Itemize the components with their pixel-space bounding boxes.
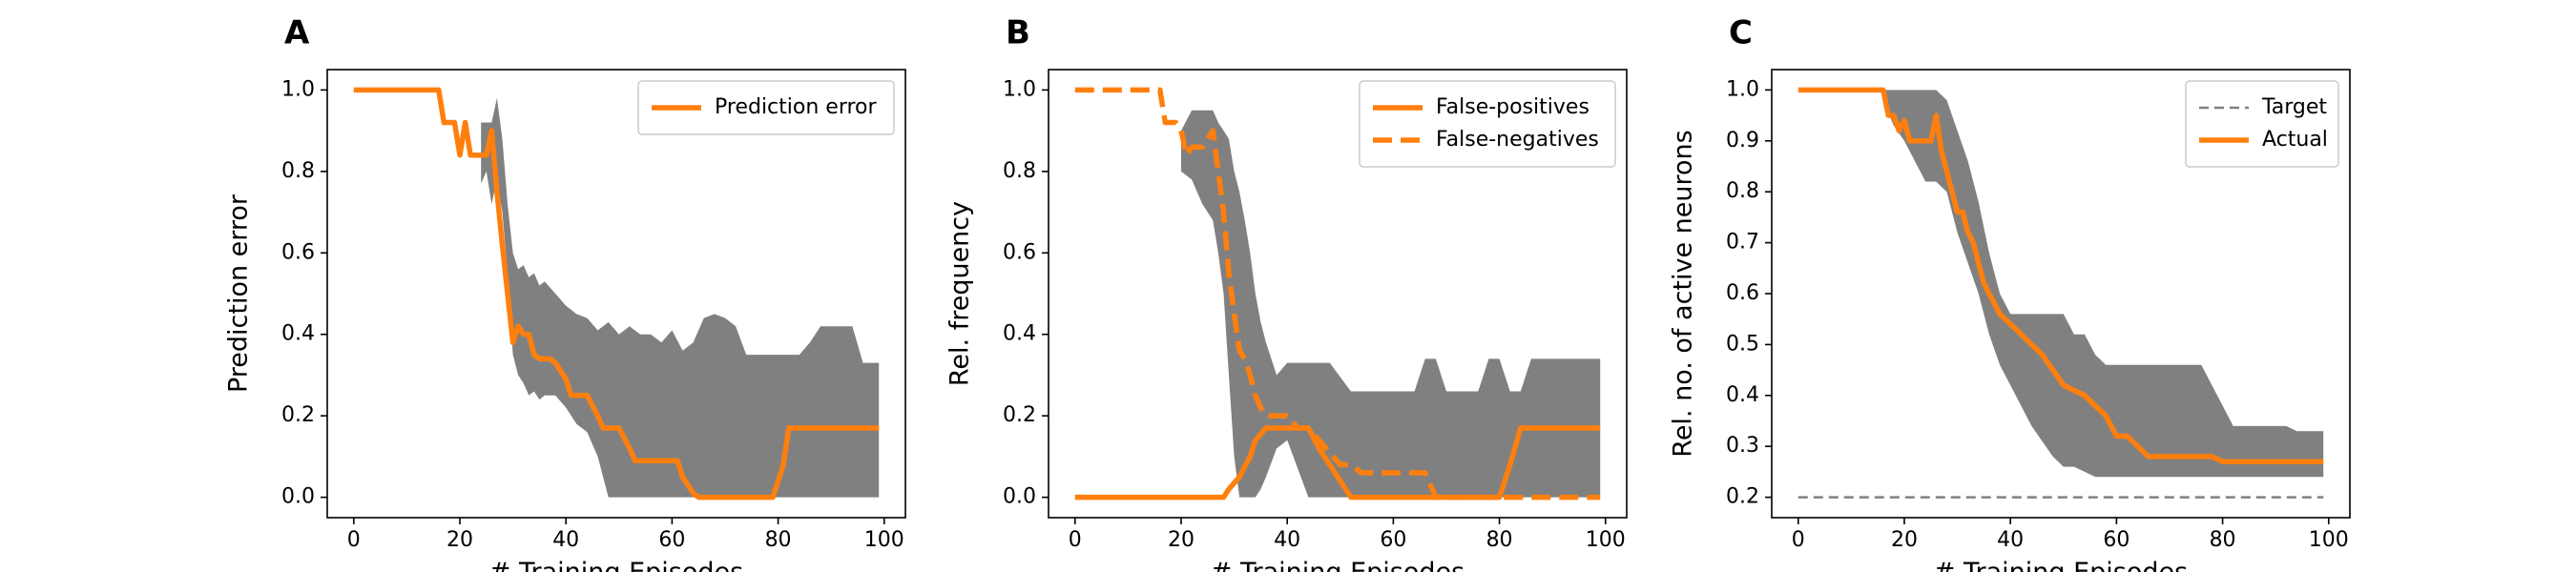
legend-label: Actual bbox=[2262, 128, 2328, 152]
y-tick-label: 0.2 bbox=[1726, 485, 1759, 509]
y-tick-label: 0.0 bbox=[1003, 485, 1036, 509]
legend-box bbox=[637, 80, 895, 135]
y-axis-label: Rel. frequency bbox=[945, 201, 975, 386]
x-tick-label: 20 bbox=[447, 528, 473, 552]
x-axis-label: # Training Episodes bbox=[489, 558, 743, 572]
x-tick-label: 0 bbox=[347, 528, 361, 552]
panel-letter: B bbox=[1006, 14, 1030, 52]
legend-box bbox=[2185, 80, 2339, 168]
axes-frame bbox=[326, 69, 906, 519]
x-tick-label: 60 bbox=[658, 528, 685, 552]
legend-box bbox=[1359, 80, 1616, 168]
uncertainty-band bbox=[1882, 90, 2324, 478]
legend: Prediction error bbox=[637, 80, 895, 135]
y-tick-label: 0.8 bbox=[1003, 159, 1036, 183]
x-tick-label: 100 bbox=[1586, 528, 1626, 552]
x-tick-label: 60 bbox=[2103, 528, 2129, 552]
x-tick-label: 20 bbox=[1168, 528, 1195, 552]
y-tick-label: 0.4 bbox=[1726, 383, 1759, 407]
legend-label: Target bbox=[2261, 95, 2327, 119]
panel-letter: A bbox=[284, 14, 310, 52]
x-tick-label: 100 bbox=[864, 528, 904, 552]
y-axis-label: Rel. no. of active neurons bbox=[1669, 130, 1698, 457]
y-tick-label: 0.7 bbox=[1726, 231, 1759, 255]
y-tick-label: 0.5 bbox=[1726, 332, 1759, 356]
x-tick-label: 20 bbox=[1891, 528, 1918, 552]
y-tick-label: 0.4 bbox=[1003, 322, 1036, 346]
x-tick-label: 40 bbox=[552, 528, 579, 552]
uncertainty-band bbox=[1181, 110, 1601, 498]
chart-panel-b: B 0 20 40 60 80 100 0.0 0.2 0.4 0.6 0.8 1.0 # Trainin… bbox=[945, 14, 1628, 572]
y-tick-label: 0.8 bbox=[281, 159, 315, 183]
panel-letter: C bbox=[1729, 14, 1753, 52]
series-line-false-negatives bbox=[1074, 87, 1601, 500]
y-tick-label: 0.8 bbox=[1726, 179, 1759, 203]
y-tick-label: 0.3 bbox=[1726, 434, 1759, 458]
y-tick-label: 1.0 bbox=[281, 77, 315, 101]
legend-label: Prediction error bbox=[715, 95, 877, 119]
axes-frame bbox=[1048, 69, 1628, 519]
x-tick-label: 40 bbox=[1274, 528, 1300, 552]
legend-label: False-negatives bbox=[1436, 128, 1599, 152]
y-tick-label: 0.0 bbox=[281, 485, 315, 509]
series-line-false-positives bbox=[1074, 425, 1601, 500]
uncertainty-band bbox=[481, 97, 880, 498]
series-line-actual bbox=[1797, 87, 2324, 465]
chart-panel-a: A 0 20 40 60 80 100 0.0 0.2 0.4 0.6 0.8 1.0 # Trainin… bbox=[224, 14, 906, 572]
y-tick-label: 0.4 bbox=[281, 322, 315, 346]
x-tick-label: 80 bbox=[765, 528, 792, 552]
x-tick-label: 0 bbox=[1792, 528, 1805, 552]
x-axis-label: # Training Episodes bbox=[1934, 558, 2188, 572]
y-tick-label: 0.6 bbox=[1003, 240, 1036, 264]
x-tick-label: 40 bbox=[1997, 528, 2024, 552]
y-tick-label: 1.0 bbox=[1003, 77, 1036, 101]
x-axis-label: # Training Episodes bbox=[1211, 558, 1465, 572]
x-tick-label: 60 bbox=[1380, 528, 1406, 552]
y-tick-label: 0.6 bbox=[281, 240, 315, 264]
y-tick-label: 1.0 bbox=[1726, 77, 1759, 101]
legend-label: False-positives bbox=[1436, 95, 1589, 119]
y-tick-label: 0.6 bbox=[1726, 281, 1759, 305]
y-tick-label: 0.2 bbox=[1003, 403, 1036, 427]
series-line-prediction-error bbox=[353, 87, 880, 500]
legend: Target Actual bbox=[2185, 80, 2339, 168]
y-axis-label: Prediction error bbox=[224, 194, 254, 393]
y-tick-label: 0.2 bbox=[281, 403, 315, 427]
x-tick-label: 0 bbox=[1069, 528, 1082, 552]
x-tick-label: 100 bbox=[2309, 528, 2349, 552]
legend: False-positives False-negatives bbox=[1359, 80, 1616, 168]
x-tick-label: 80 bbox=[2210, 528, 2236, 552]
y-tick-label: 0.9 bbox=[1726, 129, 1759, 153]
x-tick-label: 80 bbox=[1486, 528, 1513, 552]
chart-panel-c: C 0 20 40 60 80 100 0.2 0.3 0.4 0.5 0.6 0.7 0.8 0.9 1.0… bbox=[1669, 14, 2351, 572]
